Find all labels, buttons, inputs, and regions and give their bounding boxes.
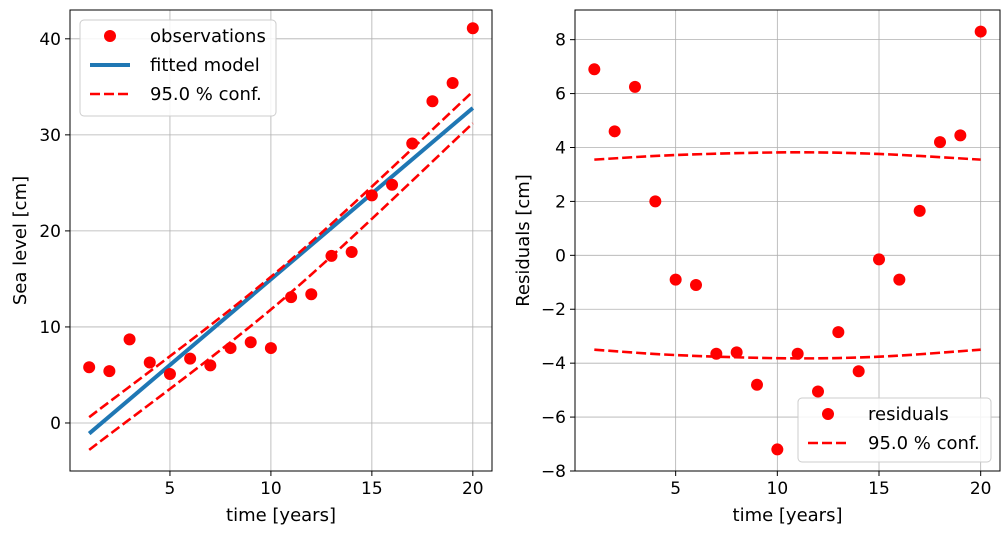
x-tick-label: 20 <box>970 479 992 499</box>
residual-point <box>669 273 682 286</box>
observation-point <box>466 22 479 35</box>
axes-frame <box>574 9 1001 472</box>
y-tick-label: −2 <box>541 300 566 320</box>
legend-label: residuals <box>868 404 949 425</box>
residuals-chart: 5 10 15 20 −8 −6 −4 −2 0 2 4 6 8 time [years] Residual… <box>513 9 1001 526</box>
y-axis-label: Sea level [cm] <box>10 176 31 305</box>
x-axis-label: time [years] <box>226 505 336 526</box>
residual-point <box>852 365 865 378</box>
residual-point <box>913 204 926 217</box>
legend-label: 95.0 % conf. <box>150 84 262 105</box>
x-axis-label: time [years] <box>733 505 843 526</box>
residual-point <box>974 25 987 38</box>
x-tick-label: 5 <box>165 479 176 499</box>
residual-point <box>812 385 825 398</box>
residual-point <box>771 443 784 456</box>
fitted-model-line <box>87 106 475 436</box>
residual-point <box>649 195 662 208</box>
observation-point <box>345 246 358 259</box>
y-tick-label: 30 <box>39 126 61 146</box>
residual-point <box>710 347 723 360</box>
observation-point <box>426 95 439 108</box>
residual-point <box>750 378 763 391</box>
observation-point <box>285 291 298 304</box>
residual-point <box>934 136 947 149</box>
residual-point <box>588 63 601 76</box>
x-tick-label: 20 <box>462 479 484 499</box>
legend: residuals 95.0 % conf. <box>797 397 992 463</box>
y-tick-label: −4 <box>541 354 566 374</box>
observation-point <box>123 333 136 346</box>
x-tick-label: 15 <box>868 479 890 499</box>
observation-point <box>204 359 217 372</box>
observation-point <box>163 367 176 380</box>
y-tick-label: −8 <box>541 462 566 482</box>
legend-marker <box>822 408 834 420</box>
residual-point <box>832 326 845 339</box>
residual-point <box>791 347 804 360</box>
y-tick-label: 0 <box>555 246 566 266</box>
plot-area <box>588 25 987 456</box>
confidence-lower-line <box>88 122 474 451</box>
legend-marker <box>104 30 116 42</box>
observation-point <box>224 342 237 355</box>
y-tick-label: 2 <box>555 192 566 212</box>
sea-level-chart: 5 10 15 20 0 10 20 30 40 time [years] Sea level [c… <box>10 9 493 526</box>
confidence-upper-line <box>88 90 474 419</box>
axes-frame <box>69 9 493 472</box>
residual-point <box>628 80 641 93</box>
observation-point <box>143 356 156 369</box>
observation-point <box>244 336 257 349</box>
observation-point <box>406 137 419 150</box>
y-tick-label: 40 <box>39 30 61 50</box>
observation-point <box>103 365 116 378</box>
y-tick-label: 6 <box>555 85 566 105</box>
residual-point <box>689 278 702 291</box>
residual-point <box>954 129 967 142</box>
confidence-lower-line <box>594 348 981 360</box>
observation-point <box>365 189 378 202</box>
observation-point <box>386 178 399 191</box>
legend: observations fitted model 95.0 % conf. <box>79 19 277 117</box>
legend-label: observations <box>150 26 266 47</box>
residual-point <box>730 346 743 359</box>
observation-point <box>264 342 277 355</box>
y-tick-label: 4 <box>555 138 566 158</box>
observation-point <box>83 361 96 374</box>
confidence-upper-line <box>594 151 981 161</box>
y-tick-label: 10 <box>39 318 61 338</box>
legend-label: fitted model <box>150 55 260 76</box>
x-tick-label: 15 <box>361 479 383 499</box>
plot-area <box>83 22 479 451</box>
y-tick-label: −6 <box>541 408 566 428</box>
residual-point <box>608 125 621 138</box>
y-tick-label: 20 <box>39 222 61 242</box>
residual-point <box>893 273 906 286</box>
observation-point <box>446 76 459 89</box>
x-tick-label: 10 <box>260 479 282 499</box>
y-tick-label: 0 <box>50 414 61 434</box>
y-tick-label: 8 <box>555 31 566 51</box>
observation-point <box>325 249 338 262</box>
observation-point <box>184 352 197 365</box>
observation-point <box>305 288 318 301</box>
residual-point <box>873 253 886 266</box>
y-axis-label: Residuals [cm] <box>513 174 534 307</box>
x-tick-label: 10 <box>767 479 789 499</box>
x-tick-label: 5 <box>670 479 681 499</box>
legend-label: 95.0 % conf. <box>868 433 980 454</box>
